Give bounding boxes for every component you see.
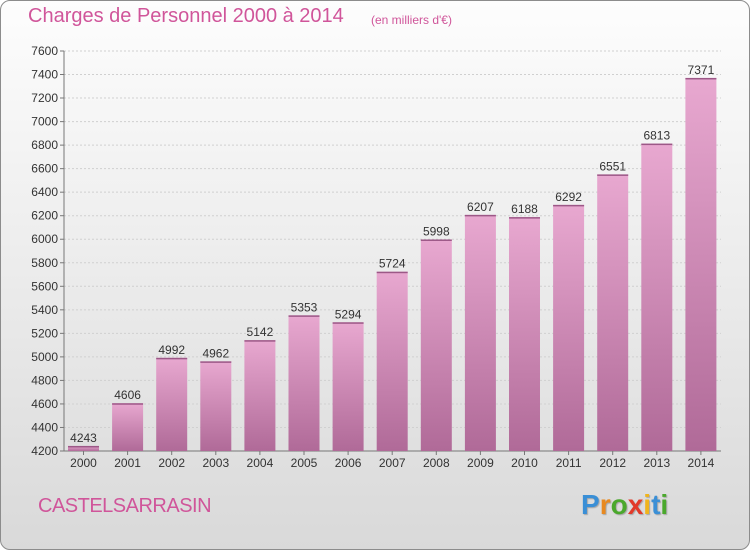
data-label-2008: 5998 [423,224,450,238]
x-tick-label: 2013 [643,456,670,470]
bar-2003 [200,361,232,451]
bar-top-edge [288,315,320,317]
data-label-2005: 5353 [291,300,318,314]
y-tick-label: 4600 [31,397,58,411]
y-tick-label: 4200 [31,444,58,458]
bar-top-edge [685,77,717,80]
proxiti-logo: Proxiti [581,489,668,521]
data-label-2003: 4962 [202,346,229,360]
data-label-2001: 4606 [114,388,141,402]
labels-layer: 4243 4606 4992 4962 5142 5353 5294 5724 5998 6207… [70,63,714,445]
bar-2011 [553,204,585,451]
x-tick-label: 2009 [467,456,494,470]
bar-top-edge [112,403,144,405]
bar-top-edge [68,445,99,448]
bar-2005 [288,315,320,451]
bar-top-edge [156,357,188,360]
y-tick-label: 6600 [31,162,58,176]
bar-2008 [420,239,452,451]
y-tick-label: 5000 [31,350,58,364]
logo-letter: x [627,489,644,520]
logo-letter: o [610,489,628,520]
y-tick-label: 6200 [31,209,58,223]
data-label-2004: 5142 [247,325,274,339]
x-tick-label: 2012 [599,456,626,470]
y-tick-label: 6800 [31,138,58,152]
y-tick-label: 7400 [31,68,58,82]
x-tick-label: 2001 [114,456,141,470]
bar-top-edge [244,340,276,342]
y-tick-label: 5800 [31,256,58,270]
logo-letter: t [651,489,661,520]
bar-2006 [332,322,364,451]
logo-letter: r [599,489,611,520]
x-tick-label: 2000 [70,456,97,470]
data-label-2000: 4243 [70,431,97,445]
y-tick-label: 7000 [31,115,58,129]
bars-layer [68,77,717,452]
x-tick-label: 2003 [202,456,229,470]
bar-2010 [509,217,540,451]
x-tick-label: 2002 [158,456,185,470]
bar-top-edge [641,143,673,146]
data-label-2002: 4992 [158,343,185,357]
bar-2009 [464,214,496,451]
x-tick-label: 2011 [556,456,582,470]
y-tick-label: 4400 [31,420,58,434]
bar-2014 [685,77,717,452]
y-tick-label: 6000 [31,232,58,246]
y-tick-label: 4800 [31,373,58,387]
y-tick-label: 5200 [31,326,58,340]
x-tick-label: 2005 [291,456,318,470]
bar-top-edge [597,174,629,176]
chart-title: Charges de Personnel 2000 à 2014 [28,5,344,27]
bar-2004 [244,340,276,451]
data-label-2007: 5724 [379,257,406,271]
data-label-2013: 6813 [643,129,670,143]
y-tick-label: 5600 [31,279,58,293]
data-label-2006: 5294 [335,307,362,321]
data-label-2009: 6207 [467,200,494,214]
bar-top-edge [376,271,408,274]
x-tick-label: 2014 [688,456,715,470]
data-label-2014: 7371 [688,63,715,77]
bar-2013 [641,143,673,451]
data-label-2010: 6188 [511,202,538,216]
x-tick-label: 2004 [247,456,274,470]
x-tick-label: 2006 [335,456,362,470]
logo-letter: i [643,489,652,520]
y-tick-label: 7200 [31,91,58,105]
bar-2000 [68,445,99,451]
bar-top-edge [200,361,232,363]
x-tick-label: 2010 [511,456,538,470]
x-tick-label: 2007 [379,456,406,470]
bar-top-edge [464,214,496,217]
logo-letter: i [660,489,669,520]
x-tick-label: 2008 [423,456,450,470]
logo-letter: P [581,489,600,520]
commune-name: CASTELSARRASIN [38,495,212,517]
bar-2012 [597,174,629,452]
y-tick-label: 7600 [31,44,58,58]
y-tick-label: 5400 [31,303,58,317]
bar-top-edge [420,239,452,241]
bar-2002 [156,357,188,451]
y-tick-label: 6400 [31,185,58,199]
bar-top-edge [553,204,585,207]
data-label-2011: 6292 [555,190,582,204]
chart-subtitle: (en milliers d'€) [371,13,452,27]
data-label-2012: 6551 [599,159,626,173]
bar-2007 [376,271,408,451]
bar-top-edge [509,217,540,219]
bar-2001 [112,403,144,451]
bar-top-edge [332,322,364,324]
